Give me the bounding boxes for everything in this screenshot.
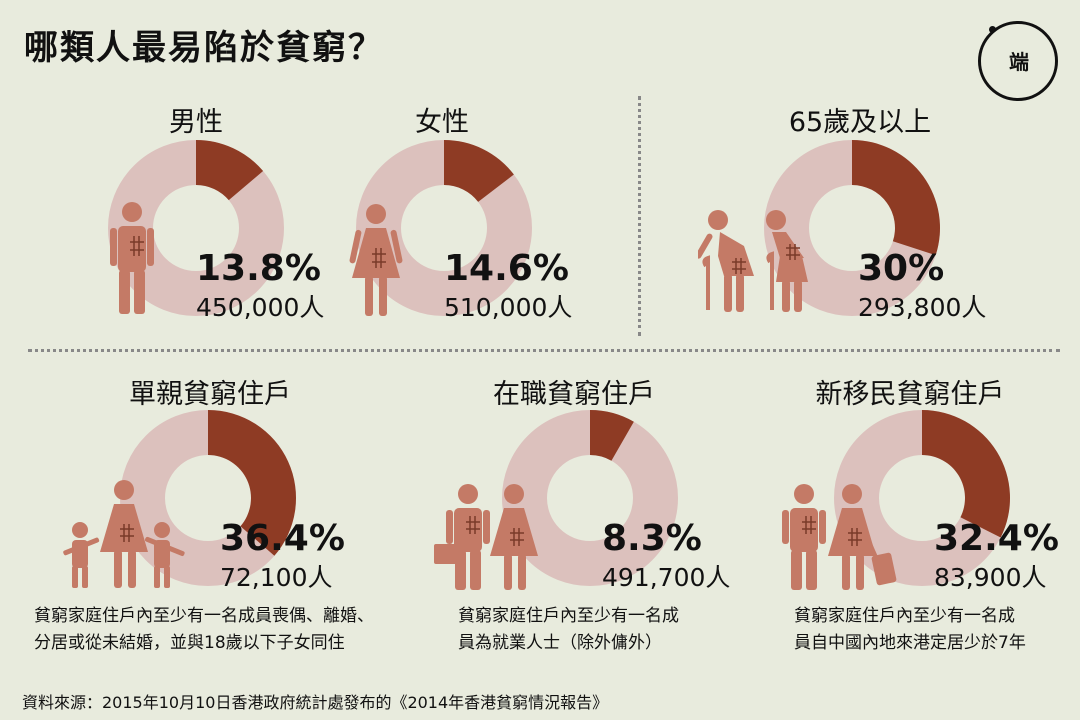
note-working: 貧窮家庭住戶內至少有一名成 員為就業人士（除外傭外） xyxy=(458,603,679,657)
percent-working: 8.3% xyxy=(602,518,702,559)
vertical-divider xyxy=(638,96,641,336)
donut-chart-single-parent xyxy=(120,410,296,586)
source-note: 資料來源：2015年10月10日香港政府統計處發布的《2014年香港貧窮情況報告… xyxy=(22,693,609,712)
donut-poverty-slice xyxy=(590,410,634,461)
note-line: 員自中國內地來港定居少於7年 xyxy=(794,633,1026,653)
immigrant-couple-icon xyxy=(782,484,897,590)
percent-new-immigrant: 32.4% xyxy=(934,518,1059,559)
count-male: 450,000人 xyxy=(196,293,325,322)
percent-female: 14.6% xyxy=(444,248,569,289)
percent-single-parent: 36.4% xyxy=(220,518,345,559)
chart-title-male: 男性 xyxy=(169,107,223,138)
chart-title-single-parent: 單親貧窮住戶 xyxy=(129,379,291,410)
single-parent-family-icon xyxy=(63,480,185,588)
note-line: 貧窮家庭住戶內至少有一名成 xyxy=(794,606,1015,626)
note-line: 貧窮家庭住戶內至少有一名成 xyxy=(458,606,679,626)
man-icon xyxy=(110,202,154,314)
donut-poverty-slice xyxy=(444,140,514,202)
chart-title-female: 女性 xyxy=(415,107,469,138)
count-female: 510,000人 xyxy=(444,293,573,322)
note-line: 分居或從未結婚，並與18歲以下子女同住 xyxy=(34,633,345,653)
note-line: 員為就業人士（除外傭外） xyxy=(458,633,662,653)
note-line: 貧窮家庭住戶內至少有一名成員喪偶、離婚、 xyxy=(34,606,374,626)
working-couple-icon xyxy=(434,484,538,590)
donut-poverty-slice xyxy=(922,410,1010,538)
logo-dot-icon xyxy=(989,26,996,33)
percent-elderly: 30% xyxy=(858,248,945,289)
donut-poverty-slice xyxy=(852,140,940,256)
count-new-immigrant: 83,900人 xyxy=(934,563,1047,592)
horizontal-divider xyxy=(28,349,1060,352)
page-title: 哪類人最易陷於貧窮？ xyxy=(24,28,384,68)
brand-logo: 端 xyxy=(978,21,1058,101)
count-single-parent: 72,100人 xyxy=(220,563,333,592)
donut-poverty-slice xyxy=(208,410,296,556)
woman-icon xyxy=(349,204,403,316)
count-working: 491,700人 xyxy=(602,563,731,592)
chart-title-elderly: 65歲及以上 xyxy=(788,107,932,138)
percent-male: 13.8% xyxy=(196,248,321,289)
note-single-parent: 貧窮家庭住戶內至少有一名成員喪偶、離婚、 分居或從未結婚，並與18歲以下子女同住 xyxy=(34,603,374,657)
logo-text: 端 xyxy=(1009,50,1029,74)
donut-chart-elderly xyxy=(764,140,940,316)
note-new-immigrant: 貧窮家庭住戶內至少有一名成 員自中國內地來港定居少於7年 xyxy=(794,603,1026,657)
donut-poverty-slice xyxy=(196,140,264,201)
chart-title-working: 在職貧窮住戶 xyxy=(493,379,655,410)
elderly-couple-icon xyxy=(698,210,808,312)
chart-title-new-immigrant: 新移民貧窮住戶 xyxy=(815,379,1005,410)
donut-chart-working xyxy=(502,410,678,586)
count-elderly: 293,800人 xyxy=(858,293,987,322)
